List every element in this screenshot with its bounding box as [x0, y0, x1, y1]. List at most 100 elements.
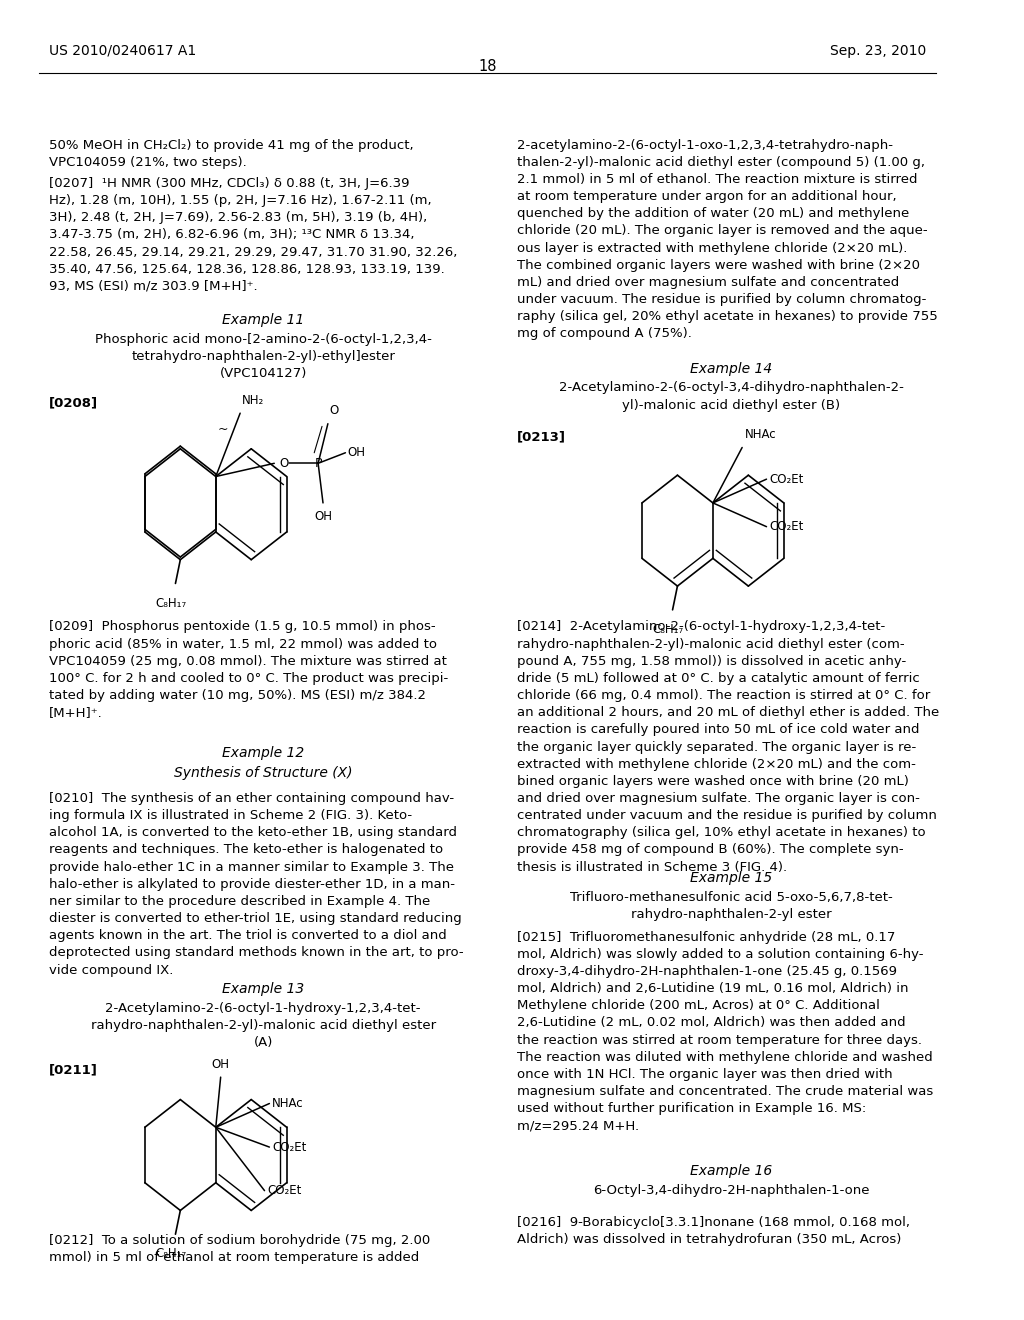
Text: the reaction was stirred at room temperature for three days.: the reaction was stirred at room tempera… — [517, 1034, 922, 1047]
Text: [0214]  2-Acetylamino-2-(6-octyl-1-hydroxy-1,2,3,4-tet-: [0214] 2-Acetylamino-2-(6-octyl-1-hydrox… — [517, 620, 885, 634]
Text: Aldrich) was dissolved in tetrahydrofuran (350 mL, Acros): Aldrich) was dissolved in tetrahydrofura… — [517, 1233, 901, 1246]
Text: mol, Aldrich) was slowly added to a solution containing 6-hy-: mol, Aldrich) was slowly added to a solu… — [517, 948, 923, 961]
Text: Example 14: Example 14 — [690, 362, 772, 376]
Text: droxy-3,4-dihydro-2H-naphthalen-1-one (25.45 g, 0.1569: droxy-3,4-dihydro-2H-naphthalen-1-one (2… — [517, 965, 897, 978]
Text: CO₂Et: CO₂Et — [769, 473, 804, 486]
Text: extracted with methylene chloride (2×20 mL) and the com-: extracted with methylene chloride (2×20 … — [517, 758, 915, 771]
Text: Example 15: Example 15 — [690, 871, 772, 886]
Text: P: P — [314, 457, 322, 470]
Text: halo-ether is alkylated to provide diester-ether 1D, in a man-: halo-ether is alkylated to provide diest… — [49, 878, 455, 891]
Text: thalen-2-yl)-malonic acid diethyl ester (compound 5) (1.00 g,: thalen-2-yl)-malonic acid diethyl ester … — [517, 156, 925, 169]
Text: raphy (silica gel, 20% ethyl acetate in hexanes) to provide 755: raphy (silica gel, 20% ethyl acetate in … — [517, 310, 937, 323]
Text: 3H), 2.48 (t, 2H, J=7.69), 2.56-2.83 (m, 5H), 3.19 (b, 4H),: 3H), 2.48 (t, 2H, J=7.69), 2.56-2.83 (m,… — [49, 211, 427, 224]
Text: provide halo-ether 1C in a manner similar to Example 3. The: provide halo-ether 1C in a manner simila… — [49, 861, 454, 874]
Text: tated by adding water (10 mg, 50%). MS (ESI) m/z 384.2: tated by adding water (10 mg, 50%). MS (… — [49, 689, 426, 702]
Text: 2,6-Lutidine (2 mL, 0.02 mol, Aldrich) was then added and: 2,6-Lutidine (2 mL, 0.02 mol, Aldrich) w… — [517, 1016, 905, 1030]
Text: deprotected using standard methods known in the art, to pro-: deprotected using standard methods known… — [49, 946, 464, 960]
Text: chloride (20 mL). The organic layer is removed and the aque-: chloride (20 mL). The organic layer is r… — [517, 224, 928, 238]
Text: [0216]  9-Borabicyclo[3.3.1]nonane (168 mmol, 0.168 mol,: [0216] 9-Borabicyclo[3.3.1]nonane (168 m… — [517, 1216, 909, 1229]
Text: [0210]  The synthesis of an ether containing compound hav-: [0210] The synthesis of an ether contain… — [49, 792, 454, 805]
Text: CO₂Et: CO₂Et — [769, 520, 804, 533]
Text: OH: OH — [212, 1057, 229, 1071]
Text: O: O — [280, 457, 289, 470]
Text: 22.58, 26.45, 29.14, 29.21, 29.29, 29.47, 31.70 31.90, 32.26,: 22.58, 26.45, 29.14, 29.21, 29.29, 29.47… — [49, 246, 457, 259]
Text: mmol) in 5 ml of ethanol at room temperature is added: mmol) in 5 ml of ethanol at room tempera… — [49, 1251, 419, 1265]
Text: 2-acetylamino-2-(6-octyl-1-oxo-1,2,3,4-tetrahydro-naph-: 2-acetylamino-2-(6-octyl-1-oxo-1,2,3,4-t… — [517, 139, 893, 152]
Text: mol, Aldrich) and 2,6-Lutidine (19 mL, 0.16 mol, Aldrich) in: mol, Aldrich) and 2,6-Lutidine (19 mL, 0… — [517, 982, 908, 995]
Text: under vacuum. The residue is purified by column chromatog-: under vacuum. The residue is purified by… — [517, 293, 926, 306]
Text: [0215]  Trifluoromethanesulfonic anhydride (28 mL, 0.17: [0215] Trifluoromethanesulfonic anhydrid… — [517, 931, 895, 944]
Text: 3.47-3.75 (m, 2H), 6.82-6.96 (m, 3H); ¹³C NMR δ 13.34,: 3.47-3.75 (m, 2H), 6.82-6.96 (m, 3H); ¹³… — [49, 228, 415, 242]
Text: quenched by the addition of water (20 mL) and methylene: quenched by the addition of water (20 mL… — [517, 207, 909, 220]
Text: rahydro-naphthalen-2-yl)-malonic acid diethyl ester: rahydro-naphthalen-2-yl)-malonic acid di… — [90, 1019, 436, 1032]
Text: The combined organic layers were washed with brine (2×20: The combined organic layers were washed … — [517, 259, 920, 272]
Text: bined organic layers were washed once with brine (20 mL): bined organic layers were washed once wi… — [517, 775, 908, 788]
Text: O: O — [330, 404, 339, 417]
Text: rahydro-naphthalen-2-yl)-malonic acid diethyl ester (com-: rahydro-naphthalen-2-yl)-malonic acid di… — [517, 638, 904, 651]
Text: mg of compound A (75%).: mg of compound A (75%). — [517, 327, 691, 341]
Text: and dried over magnesium sulfate. The organic layer is con-: and dried over magnesium sulfate. The or… — [517, 792, 920, 805]
Text: OH: OH — [347, 446, 366, 459]
Text: an additional 2 hours, and 20 mL of diethyl ether is added. The: an additional 2 hours, and 20 mL of diet… — [517, 706, 939, 719]
Text: Example 12: Example 12 — [222, 746, 304, 760]
Text: The reaction was diluted with methylene chloride and washed: The reaction was diluted with methylene … — [517, 1051, 933, 1064]
Text: chromatography (silica gel, 10% ethyl acetate in hexanes) to: chromatography (silica gel, 10% ethyl ac… — [517, 826, 926, 840]
Text: Methylene chloride (200 mL, Acros) at 0° C. Additional: Methylene chloride (200 mL, Acros) at 0°… — [517, 999, 880, 1012]
Text: [0212]  To a solution of sodium borohydride (75 mg, 2.00: [0212] To a solution of sodium borohydri… — [49, 1234, 430, 1247]
Text: ing formula IX is illustrated in Scheme 2 (FIG. 3). Keto-: ing formula IX is illustrated in Scheme … — [49, 809, 412, 822]
Text: dride (5 mL) followed at 0° C. by a catalytic amount of ferric: dride (5 mL) followed at 0° C. by a cata… — [517, 672, 920, 685]
Text: 100° C. for 2 h and cooled to 0° C. The product was precipi-: 100° C. for 2 h and cooled to 0° C. The … — [49, 672, 447, 685]
Text: at room temperature under argon for an additional hour,: at room temperature under argon for an a… — [517, 190, 896, 203]
Text: phoric acid (85% in water, 1.5 ml, 22 mmol) was added to: phoric acid (85% in water, 1.5 ml, 22 mm… — [49, 638, 437, 651]
Text: diester is converted to ether-triol 1E, using standard reducing: diester is converted to ether-triol 1E, … — [49, 912, 462, 925]
Text: NH₂: NH₂ — [242, 393, 264, 407]
Text: OH: OH — [314, 510, 332, 523]
Text: 18: 18 — [478, 59, 497, 74]
Text: ous layer is extracted with methylene chloride (2×20 mL).: ous layer is extracted with methylene ch… — [517, 242, 907, 255]
Text: the organic layer quickly separated. The organic layer is re-: the organic layer quickly separated. The… — [517, 741, 915, 754]
Text: Synthesis of Structure (X): Synthesis of Structure (X) — [174, 766, 352, 780]
Text: NHAc: NHAc — [745, 428, 776, 441]
Text: C₈H₁₇: C₈H₁₇ — [155, 597, 186, 610]
Text: 93, MS (ESI) m/z 303.9 [M+H]⁺.: 93, MS (ESI) m/z 303.9 [M+H]⁺. — [49, 280, 257, 293]
Text: Phosphoric acid mono-[2-amino-2-(6-octyl-1,2,3,4-: Phosphoric acid mono-[2-amino-2-(6-octyl… — [95, 333, 432, 346]
Text: C₈H₁₇: C₈H₁₇ — [155, 1247, 186, 1261]
Text: VPC104059 (21%, two steps).: VPC104059 (21%, two steps). — [49, 156, 247, 169]
Text: C₈H₁₇: C₈H₁₇ — [652, 623, 683, 636]
Text: m/z=295.24 M+H.: m/z=295.24 M+H. — [517, 1119, 639, 1133]
Text: 6-Octyl-3,4-dihydro-2H-naphthalen-1-one: 6-Octyl-3,4-dihydro-2H-naphthalen-1-one — [593, 1184, 869, 1197]
Text: 35.40, 47.56, 125.64, 128.36, 128.86, 128.93, 133.19, 139.: 35.40, 47.56, 125.64, 128.36, 128.86, 12… — [49, 263, 444, 276]
Text: magnesium sulfate and concentrated. The crude material was: magnesium sulfate and concentrated. The … — [517, 1085, 933, 1098]
Text: ~: ~ — [217, 422, 228, 436]
Text: pound A, 755 mg, 1.58 mmol)) is dissolved in acetic anhy-: pound A, 755 mg, 1.58 mmol)) is dissolve… — [517, 655, 906, 668]
Text: once with 1N HCl. The organic layer was then dried with: once with 1N HCl. The organic layer was … — [517, 1068, 892, 1081]
Text: [0213]: [0213] — [517, 430, 565, 444]
Text: NHAc: NHAc — [272, 1097, 304, 1110]
Text: CO₂Et: CO₂Et — [272, 1140, 307, 1154]
Text: 50% MeOH in CH₂Cl₂) to provide 41 mg of the product,: 50% MeOH in CH₂Cl₂) to provide 41 mg of … — [49, 139, 414, 152]
Text: mL) and dried over magnesium sulfate and concentrated: mL) and dried over magnesium sulfate and… — [517, 276, 899, 289]
Text: [0208]: [0208] — [49, 396, 98, 409]
Text: VPC104059 (25 mg, 0.08 mmol). The mixture was stirred at: VPC104059 (25 mg, 0.08 mmol). The mixtur… — [49, 655, 446, 668]
Text: agents known in the art. The triol is converted to a diol and: agents known in the art. The triol is co… — [49, 929, 446, 942]
Text: alcohol 1A, is converted to the keto-ether 1B, using standard: alcohol 1A, is converted to the keto-eth… — [49, 826, 457, 840]
Text: provide 458 mg of compound B (60%). The complete syn-: provide 458 mg of compound B (60%). The … — [517, 843, 903, 857]
Text: (A): (A) — [254, 1036, 272, 1049]
Text: Example 11: Example 11 — [222, 313, 304, 327]
Text: thesis is illustrated in Scheme 3 (FIG. 4).: thesis is illustrated in Scheme 3 (FIG. … — [517, 861, 786, 874]
Text: [0207]  ¹H NMR (300 MHz, CDCl₃) δ 0.88 (t, 3H, J=6.39: [0207] ¹H NMR (300 MHz, CDCl₃) δ 0.88 (t… — [49, 177, 410, 190]
Text: reagents and techniques. The keto-ether is halogenated to: reagents and techniques. The keto-ether … — [49, 843, 442, 857]
Text: ner similar to the procedure described in Example 4. The: ner similar to the procedure described i… — [49, 895, 430, 908]
Text: Example 16: Example 16 — [690, 1164, 772, 1179]
Text: CO₂Et: CO₂Et — [267, 1184, 302, 1197]
Text: US 2010/0240617 A1: US 2010/0240617 A1 — [49, 44, 196, 58]
Text: 2-Acetylamino-2-(6-octyl-3,4-dihydro-naphthalen-2-: 2-Acetylamino-2-(6-octyl-3,4-dihydro-nap… — [559, 381, 903, 395]
Text: rahydro-naphthalen-2-yl ester: rahydro-naphthalen-2-yl ester — [631, 908, 831, 921]
Text: [0209]  Phosphorus pentoxide (1.5 g, 10.5 mmol) in phos-: [0209] Phosphorus pentoxide (1.5 g, 10.5… — [49, 620, 435, 634]
Text: [M+H]⁺.: [M+H]⁺. — [49, 706, 102, 719]
Text: chloride (66 mg, 0.4 mmol). The reaction is stirred at 0° C. for: chloride (66 mg, 0.4 mmol). The reaction… — [517, 689, 930, 702]
Text: Trifluoro-methanesulfonic acid 5-oxo-5,6,7,8-tet-: Trifluoro-methanesulfonic acid 5-oxo-5,6… — [569, 891, 893, 904]
Text: yl)-malonic acid diethyl ester (B): yl)-malonic acid diethyl ester (B) — [622, 399, 840, 412]
Text: Example 13: Example 13 — [222, 982, 304, 997]
Text: 2.1 mmol) in 5 ml of ethanol. The reaction mixture is stirred: 2.1 mmol) in 5 ml of ethanol. The reacti… — [517, 173, 918, 186]
